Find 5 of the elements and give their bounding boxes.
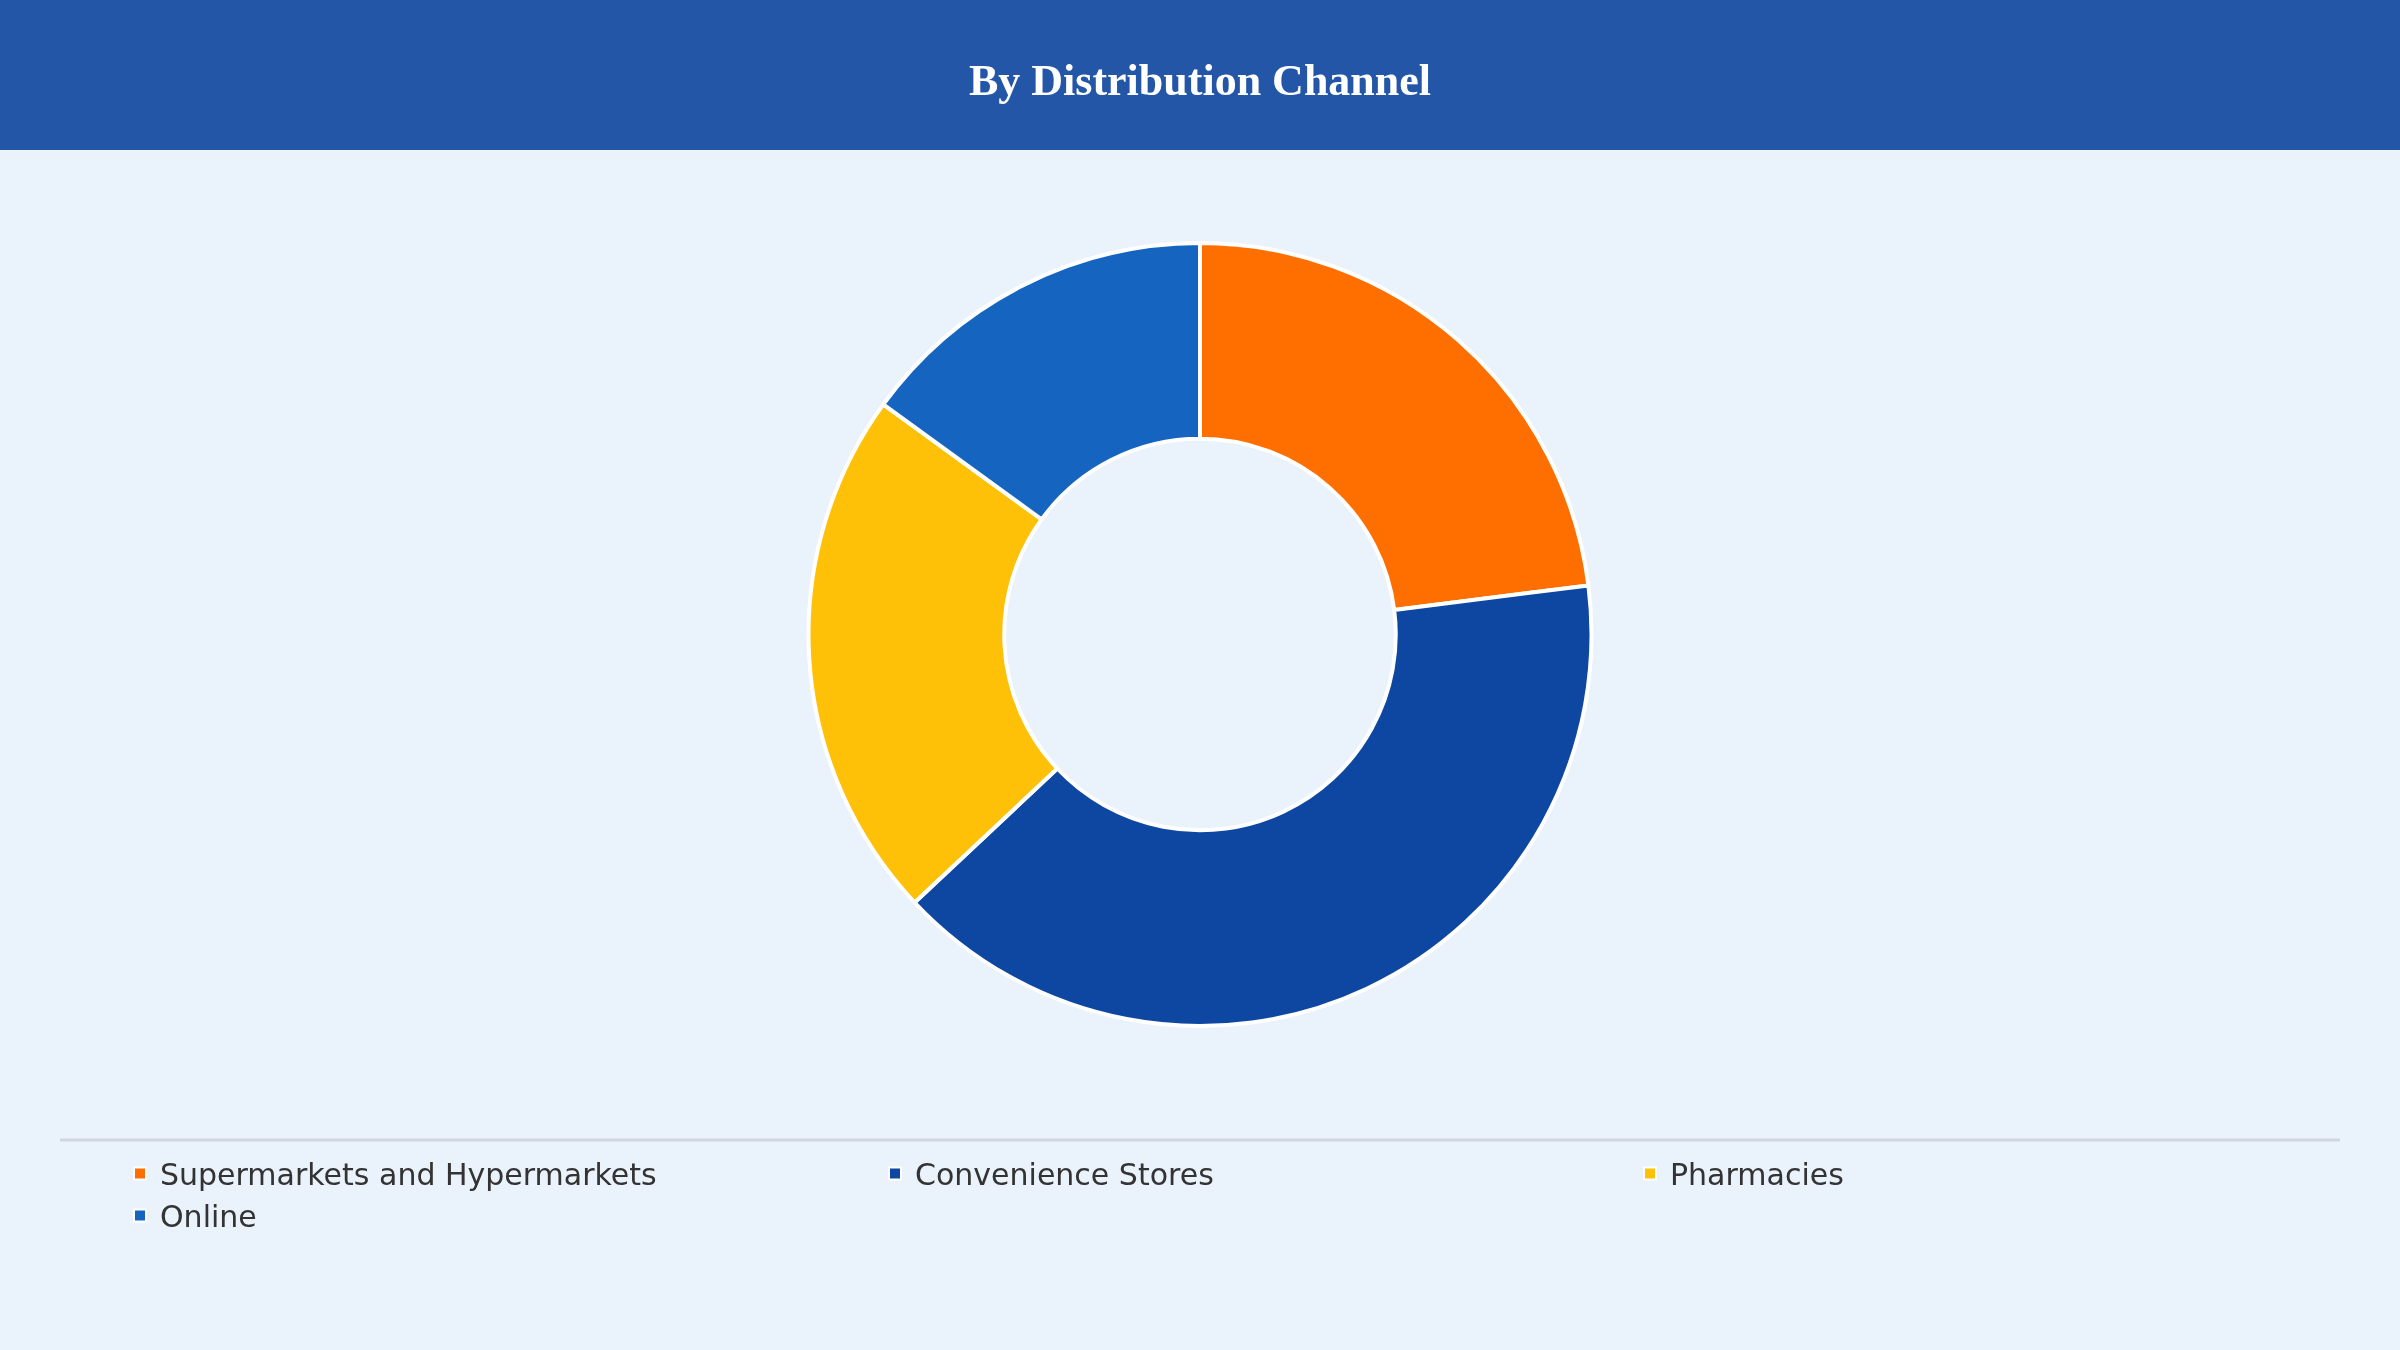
- legend-label: Pharmacies: [1670, 1157, 1844, 1193]
- legend-label: Convenience Stores: [915, 1157, 1214, 1193]
- chart-title: By Distribution Channel: [968, 56, 1432, 106]
- legend-label: Online: [160, 1199, 257, 1235]
- legend-label: Supermarkets and Hypermarkets: [160, 1157, 657, 1193]
